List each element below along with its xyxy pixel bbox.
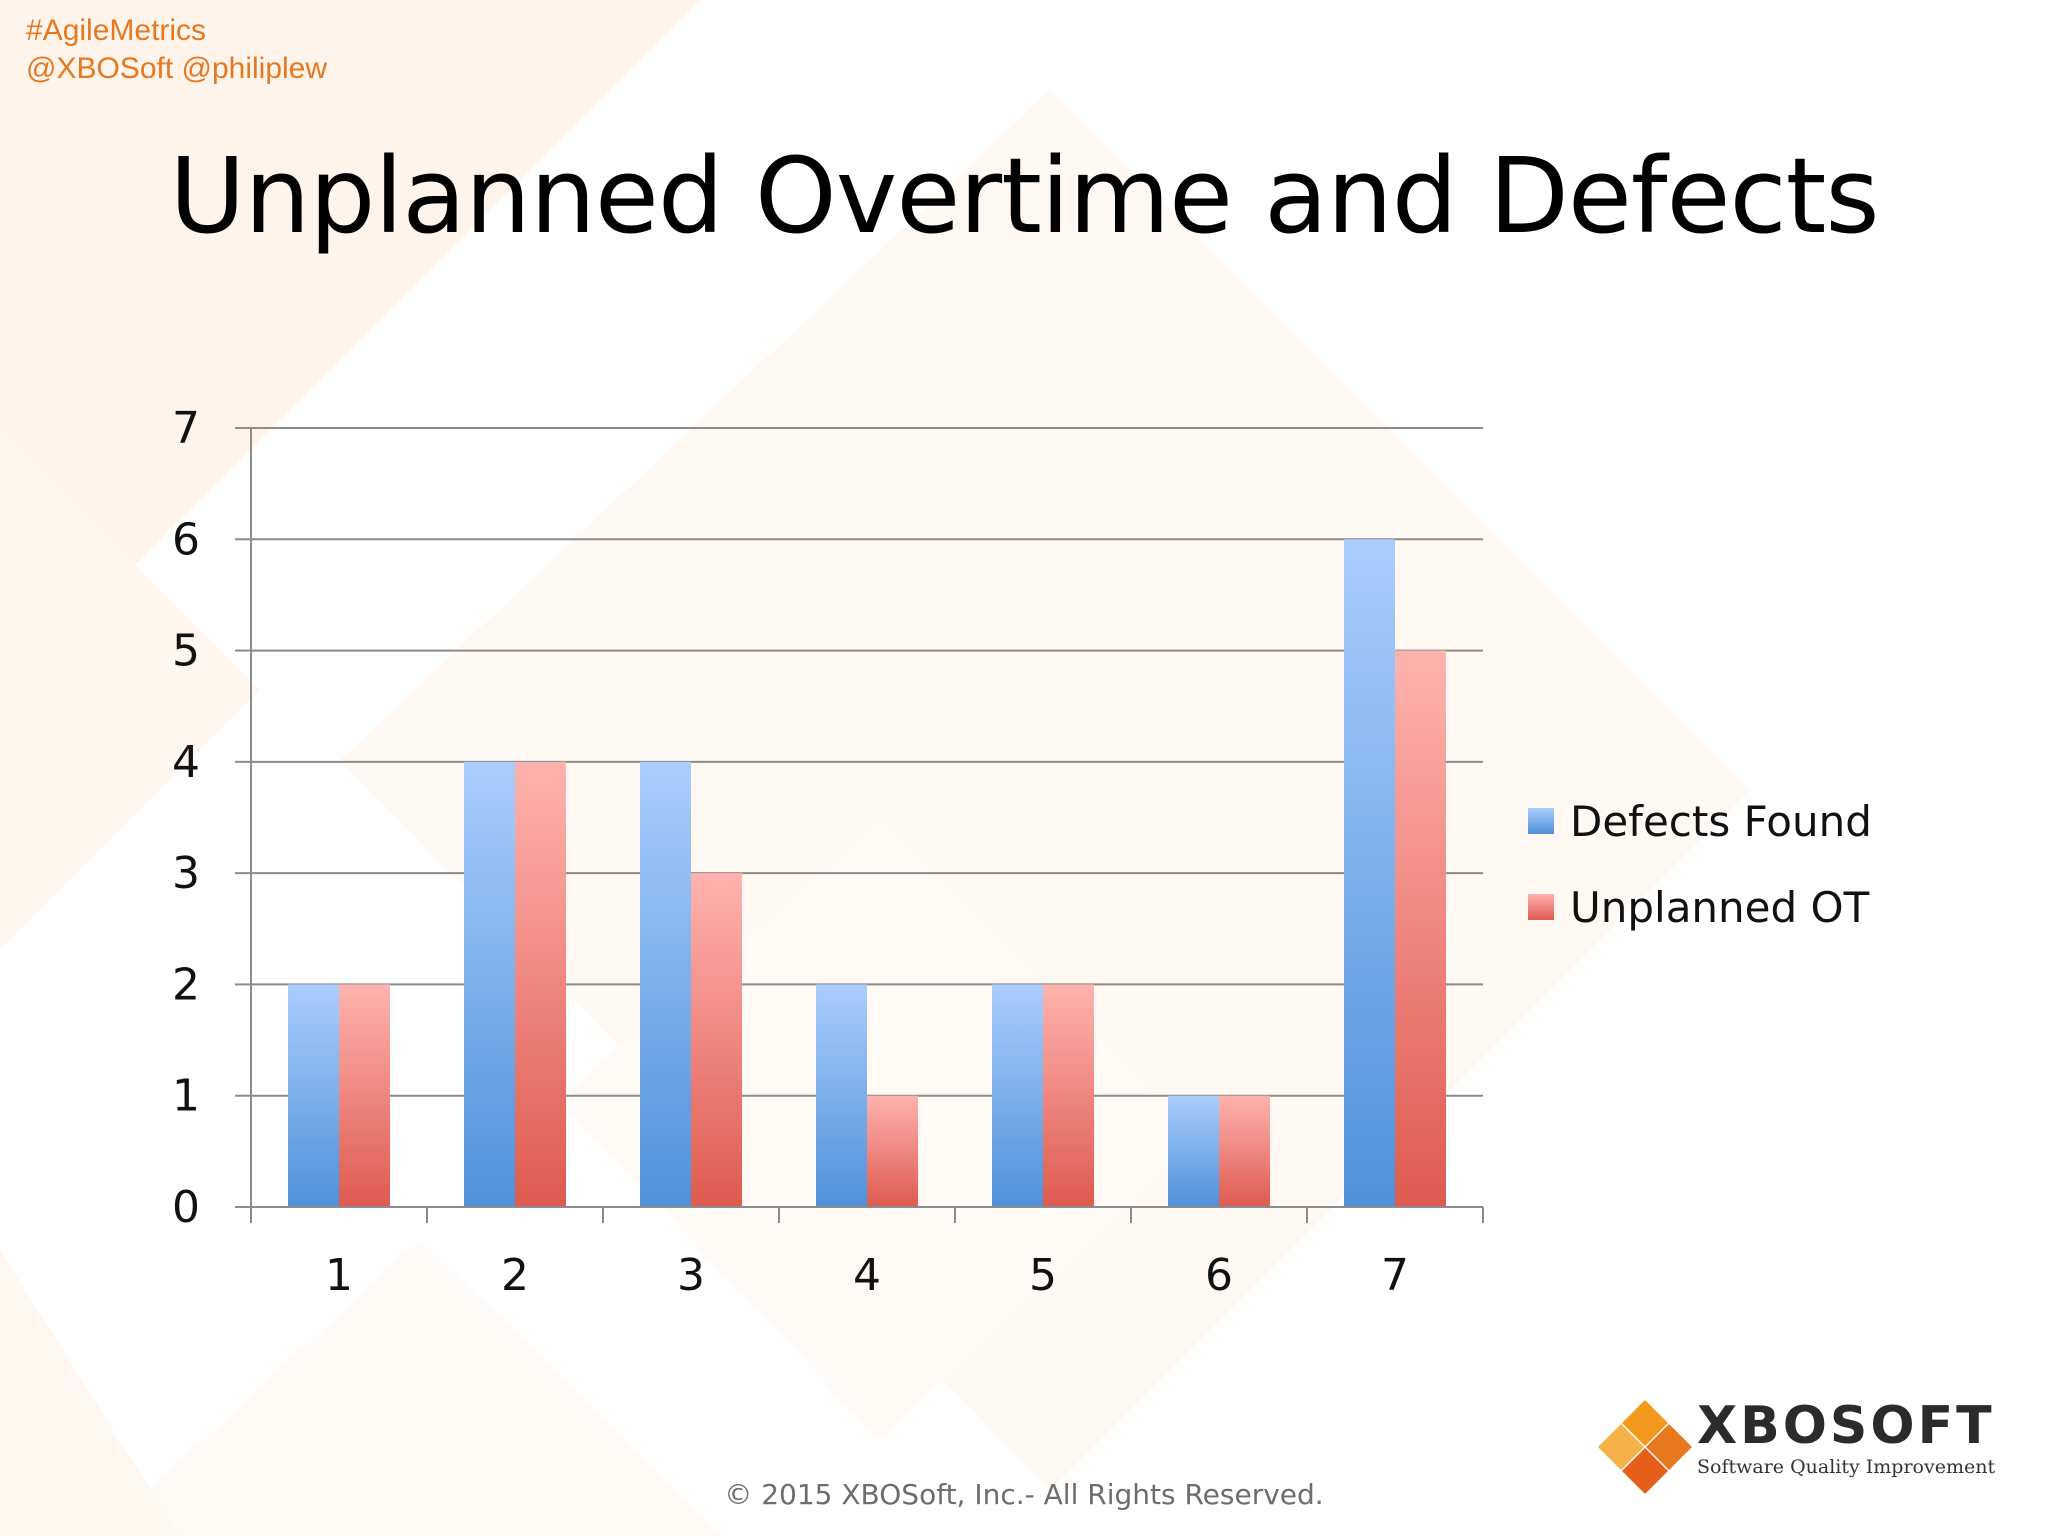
bar-defects-found-6 [1168, 1095, 1219, 1207]
bar-unplanned-ot-3 [691, 873, 742, 1207]
logo-diamond-left [1598, 1424, 1644, 1470]
x-tick-label: 5 [1029, 1250, 1057, 1301]
legend-label-defects-found: Defects Found [1570, 796, 1872, 846]
y-tick-label: 1 [172, 1071, 200, 1122]
logo-diamond-bottom [1622, 1448, 1668, 1494]
bar-unplanned-ot-1 [339, 984, 390, 1207]
y-tick-label: 6 [172, 514, 200, 565]
y-tick-label: 4 [172, 737, 200, 788]
y-tick-label: 2 [172, 959, 200, 1010]
hashtag-line-1: #AgileMetrics [26, 14, 207, 47]
bar-defects-found-1 [288, 984, 339, 1207]
y-tick-label: 7 [172, 403, 200, 454]
x-tick-label: 7 [1381, 1250, 1409, 1301]
y-tick-label: 0 [172, 1182, 200, 1233]
bar-unplanned-ot-2 [515, 761, 566, 1207]
logo-name: XBOSOFT [1697, 1396, 1995, 1456]
bar-defects-found-5 [992, 984, 1043, 1207]
bar-unplanned-ot-7 [1395, 650, 1446, 1207]
y-tick-label: 3 [172, 848, 200, 899]
x-tick-label: 3 [677, 1250, 705, 1301]
legend-item-defects-found: Defects Found [1528, 778, 1872, 864]
legend-item-unplanned-ot: Unplanned OT [1528, 864, 1872, 950]
x-tick-label: 4 [853, 1250, 881, 1301]
xbosoft-logo-mark [1598, 1400, 1692, 1494]
bar-defects-found-4 [816, 984, 867, 1207]
x-tick-label: 2 [501, 1250, 529, 1301]
bar-unplanned-ot-6 [1219, 1095, 1270, 1207]
hashtag-line-2: @XBOSoft @philiplew [26, 52, 328, 85]
chart-legend: Defects Found Unplanned OT [1528, 778, 1872, 950]
hashtags: #AgileMetrics @XBOSoft @philiplew [26, 12, 327, 88]
legend-swatch-defects-found [1528, 808, 1554, 834]
x-tick-label: 6 [1205, 1250, 1233, 1301]
logo-tagline: Software Quality Improvement [1697, 1456, 1996, 1478]
bar-defects-found-3 [640, 761, 691, 1207]
copyright-footer: © 2015 XBOSoft, Inc.- All Rights Reserve… [724, 1478, 1324, 1511]
bar-unplanned-ot-5 [1043, 984, 1094, 1207]
bar-defects-found-2 [464, 761, 515, 1207]
bar-defects-found-7 [1344, 539, 1395, 1207]
bar-unplanned-ot-4 [867, 1095, 918, 1207]
legend-label-unplanned-ot: Unplanned OT [1570, 882, 1870, 932]
logo-diamond-right [1646, 1424, 1692, 1470]
slide-title: Unplanned Overtime and Defects [169, 135, 1879, 257]
logo-diamond-top [1622, 1400, 1668, 1446]
x-tick-label: 1 [325, 1250, 353, 1301]
y-tick-label: 5 [172, 626, 200, 677]
legend-swatch-unplanned-ot [1528, 894, 1554, 920]
